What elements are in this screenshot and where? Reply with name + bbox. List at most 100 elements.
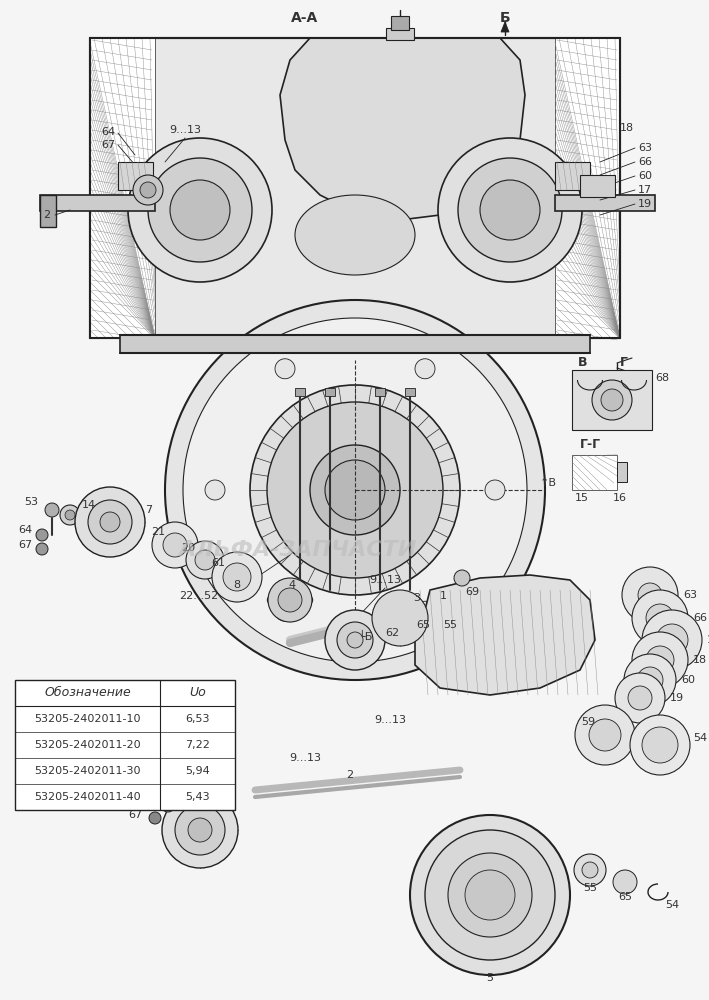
- Circle shape: [637, 667, 663, 693]
- Text: 60: 60: [681, 675, 695, 685]
- Circle shape: [100, 512, 120, 532]
- Circle shape: [337, 622, 373, 658]
- Circle shape: [162, 792, 238, 868]
- Circle shape: [632, 632, 688, 688]
- Text: 66: 66: [638, 157, 652, 167]
- Text: 66: 66: [693, 613, 707, 623]
- Circle shape: [601, 389, 623, 411]
- Circle shape: [415, 359, 435, 379]
- Text: 9...13: 9...13: [289, 753, 321, 763]
- Text: 2: 2: [347, 770, 354, 780]
- Bar: [617, 462, 627, 482]
- Text: 65: 65: [416, 620, 430, 630]
- Circle shape: [175, 805, 225, 855]
- Circle shape: [624, 654, 676, 706]
- Circle shape: [622, 567, 678, 623]
- Circle shape: [646, 604, 674, 632]
- Text: АЛЬФА-ЗАПЧАСТИ: АЛЬФА-ЗАПЧАСТИ: [179, 540, 417, 560]
- Bar: [572, 370, 652, 430]
- Bar: [555, 162, 590, 190]
- Text: А-А: А-А: [291, 11, 318, 25]
- Circle shape: [195, 550, 215, 570]
- Circle shape: [186, 541, 224, 579]
- Circle shape: [128, 138, 272, 282]
- Circle shape: [36, 529, 48, 541]
- Text: 5,43: 5,43: [185, 792, 210, 802]
- Circle shape: [592, 380, 632, 420]
- Circle shape: [582, 862, 598, 878]
- Circle shape: [448, 853, 532, 937]
- Circle shape: [165, 300, 545, 680]
- Text: 20: 20: [181, 543, 195, 553]
- Text: 55: 55: [443, 620, 457, 630]
- Circle shape: [415, 601, 435, 621]
- Text: 9...13: 9...13: [374, 715, 406, 725]
- Circle shape: [438, 138, 582, 282]
- Text: 7,22: 7,22: [185, 740, 210, 750]
- Circle shape: [267, 402, 443, 578]
- Text: В: В: [578, 357, 588, 369]
- Text: 16: 16: [613, 493, 627, 503]
- Ellipse shape: [295, 195, 415, 275]
- Circle shape: [630, 715, 690, 775]
- Polygon shape: [415, 575, 595, 695]
- Text: 64: 64: [101, 127, 115, 137]
- Text: 2: 2: [43, 210, 50, 220]
- Circle shape: [485, 480, 505, 500]
- Text: 54: 54: [693, 733, 707, 743]
- Text: 8: 8: [233, 580, 240, 590]
- Bar: [15, 680, 235, 810]
- Bar: [120, 335, 590, 353]
- Circle shape: [148, 158, 252, 262]
- Circle shape: [65, 510, 75, 520]
- Text: 53205-2402011-10: 53205-2402011-10: [34, 714, 141, 724]
- Bar: [325, 388, 335, 396]
- Text: 22...52: 22...52: [179, 591, 218, 601]
- Polygon shape: [501, 22, 509, 32]
- Text: 9...13: 9...13: [369, 575, 401, 585]
- Circle shape: [275, 359, 295, 379]
- Circle shape: [575, 705, 635, 765]
- Text: 53205-2402011-20: 53205-2402011-20: [34, 740, 141, 750]
- Circle shape: [628, 686, 652, 710]
- Circle shape: [425, 830, 555, 960]
- Circle shape: [188, 818, 212, 842]
- Circle shape: [646, 646, 674, 674]
- Text: 5,94: 5,94: [185, 766, 210, 776]
- Circle shape: [161, 798, 175, 812]
- Circle shape: [632, 590, 688, 646]
- Circle shape: [223, 563, 251, 591]
- Circle shape: [615, 673, 665, 723]
- Text: 63: 63: [638, 143, 652, 153]
- Circle shape: [613, 870, 637, 894]
- Circle shape: [149, 812, 161, 824]
- Circle shape: [250, 385, 460, 595]
- Ellipse shape: [267, 591, 313, 609]
- Text: 1: 1: [440, 591, 447, 601]
- Bar: [40, 195, 56, 227]
- Text: ↑В: ↑В: [540, 478, 557, 488]
- Circle shape: [325, 610, 385, 670]
- Circle shape: [212, 552, 262, 602]
- Circle shape: [638, 583, 662, 607]
- Bar: [118, 162, 153, 190]
- Circle shape: [170, 180, 230, 240]
- Text: 17: 17: [707, 635, 709, 645]
- Circle shape: [268, 578, 312, 622]
- Bar: [580, 175, 615, 197]
- Circle shape: [589, 719, 621, 751]
- Text: 59: 59: [581, 717, 595, 727]
- Text: 64: 64: [18, 525, 32, 535]
- Circle shape: [454, 570, 470, 586]
- Bar: [375, 388, 385, 396]
- Text: 5: 5: [486, 973, 493, 983]
- Text: Б: Б: [500, 11, 510, 25]
- Text: 61: 61: [211, 558, 225, 568]
- Circle shape: [60, 505, 80, 525]
- Circle shape: [642, 727, 678, 763]
- Text: 21: 21: [151, 527, 165, 537]
- Circle shape: [278, 588, 302, 612]
- Text: 67: 67: [18, 540, 32, 550]
- Circle shape: [642, 610, 702, 670]
- Circle shape: [75, 487, 145, 557]
